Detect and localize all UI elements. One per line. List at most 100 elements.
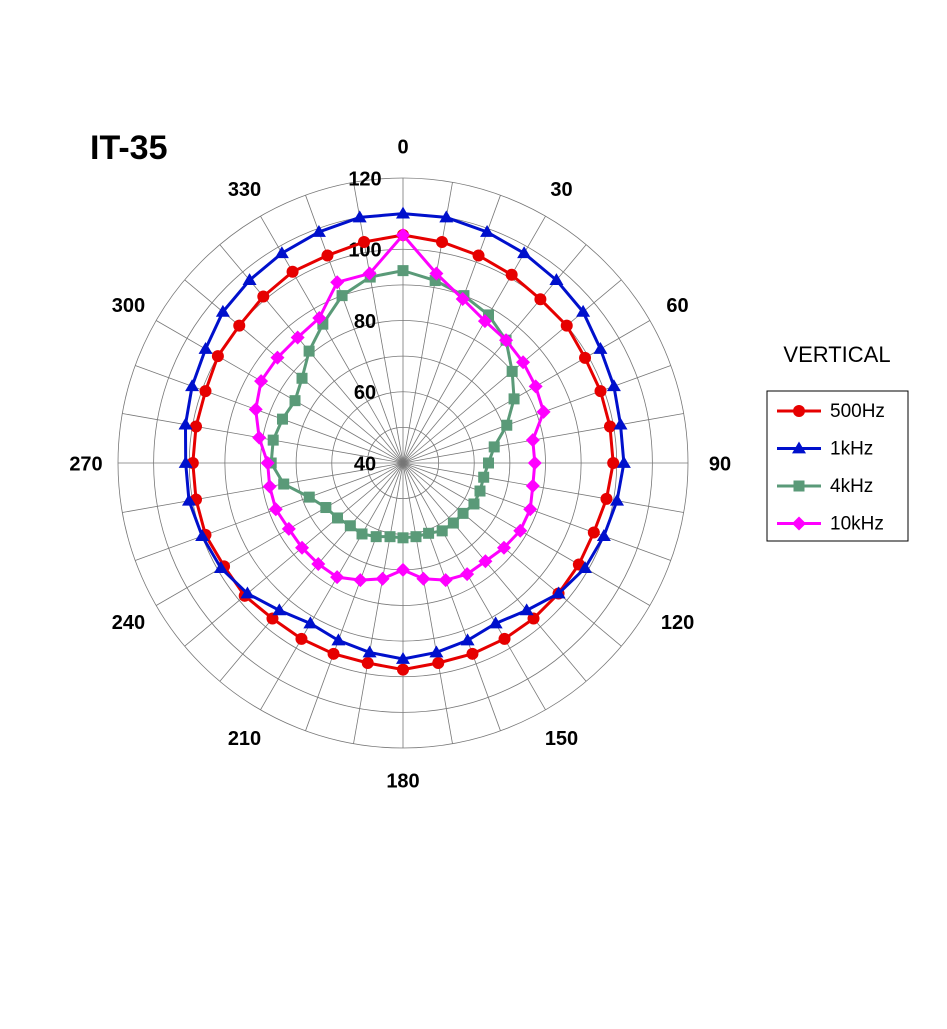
marker xyxy=(438,573,453,588)
grid-spoke xyxy=(402,365,671,464)
marker xyxy=(370,531,382,543)
legend-label: 500Hz xyxy=(830,401,885,422)
marker xyxy=(457,507,469,519)
marker xyxy=(498,632,511,645)
marker xyxy=(303,345,315,357)
marker xyxy=(240,586,255,599)
marker xyxy=(190,420,203,433)
marker xyxy=(331,633,346,646)
angle-tick-label: 270 xyxy=(69,453,102,475)
marker xyxy=(525,478,540,493)
marker xyxy=(353,573,368,588)
grid-spoke xyxy=(402,462,453,744)
marker xyxy=(321,249,334,262)
marker xyxy=(576,304,591,317)
marker xyxy=(181,493,196,506)
marker xyxy=(358,235,371,248)
grid-spoke xyxy=(305,462,404,731)
marker xyxy=(267,434,279,446)
grid-spoke xyxy=(184,279,404,464)
marker xyxy=(396,651,410,664)
grid-spoke xyxy=(402,462,622,647)
marker xyxy=(262,479,277,494)
marker xyxy=(460,633,475,646)
marker xyxy=(268,502,283,517)
marker xyxy=(254,374,269,389)
legend-label: 10kHz xyxy=(830,514,884,535)
marker xyxy=(447,517,459,529)
marker xyxy=(362,645,377,658)
marker xyxy=(215,304,230,317)
marker xyxy=(295,540,310,555)
grid-spoke xyxy=(402,195,501,464)
marker xyxy=(397,663,409,676)
grid-spoke xyxy=(402,462,671,561)
angle-tick-label: 240 xyxy=(112,612,145,634)
marker xyxy=(199,385,212,398)
marker xyxy=(527,612,540,625)
marker xyxy=(508,393,520,405)
angle-tick-label: 330 xyxy=(228,179,261,201)
marker xyxy=(289,395,301,407)
grid-spoke xyxy=(155,320,404,464)
marker xyxy=(593,342,608,354)
chart-title: IT-35 xyxy=(90,129,167,167)
marker xyxy=(233,319,246,332)
marker xyxy=(528,379,543,394)
marker xyxy=(534,293,547,306)
marker xyxy=(496,540,511,555)
marker xyxy=(352,210,367,223)
marker xyxy=(384,531,396,543)
marker xyxy=(525,433,540,448)
marker xyxy=(242,273,257,286)
grid-spoke xyxy=(402,462,587,682)
marker xyxy=(330,570,345,585)
grid-spoke xyxy=(402,462,651,606)
marker xyxy=(536,404,551,419)
marker xyxy=(517,246,532,259)
legend-box xyxy=(766,390,909,542)
grid-spoke xyxy=(402,182,453,464)
angle-tick-label: 30 xyxy=(550,179,572,201)
marker xyxy=(185,379,200,392)
marker xyxy=(276,413,288,425)
angle-tick-label: 60 xyxy=(666,295,688,317)
marker xyxy=(578,561,593,573)
marker xyxy=(505,268,518,281)
marker xyxy=(296,372,308,384)
marker xyxy=(266,612,279,625)
marker xyxy=(375,571,390,586)
marker xyxy=(594,385,607,398)
marker xyxy=(616,456,631,468)
marker xyxy=(587,526,600,539)
marker xyxy=(478,554,493,569)
legend-title: VERTICAL xyxy=(783,342,890,367)
grid-spoke xyxy=(353,462,404,744)
marker xyxy=(429,266,444,281)
marker xyxy=(396,228,410,242)
angle-tick-label: 180 xyxy=(386,770,419,792)
marker xyxy=(344,520,356,532)
marker xyxy=(361,656,374,669)
marker xyxy=(317,318,329,330)
marker xyxy=(396,562,410,577)
legend-label: 1kHz xyxy=(830,439,873,460)
marker xyxy=(260,456,275,470)
angle-tick-label: 120 xyxy=(661,612,694,634)
marker xyxy=(281,521,296,536)
marker xyxy=(480,225,495,237)
marker xyxy=(606,379,621,392)
marker xyxy=(439,210,454,223)
grid-spoke xyxy=(260,462,404,711)
marker xyxy=(327,647,340,660)
grid-spoke xyxy=(155,462,404,606)
marker xyxy=(793,405,805,417)
marker xyxy=(506,365,518,377)
marker xyxy=(793,480,805,492)
marker xyxy=(523,502,538,517)
marker xyxy=(579,351,592,364)
marker xyxy=(272,603,287,616)
marker xyxy=(303,616,318,629)
